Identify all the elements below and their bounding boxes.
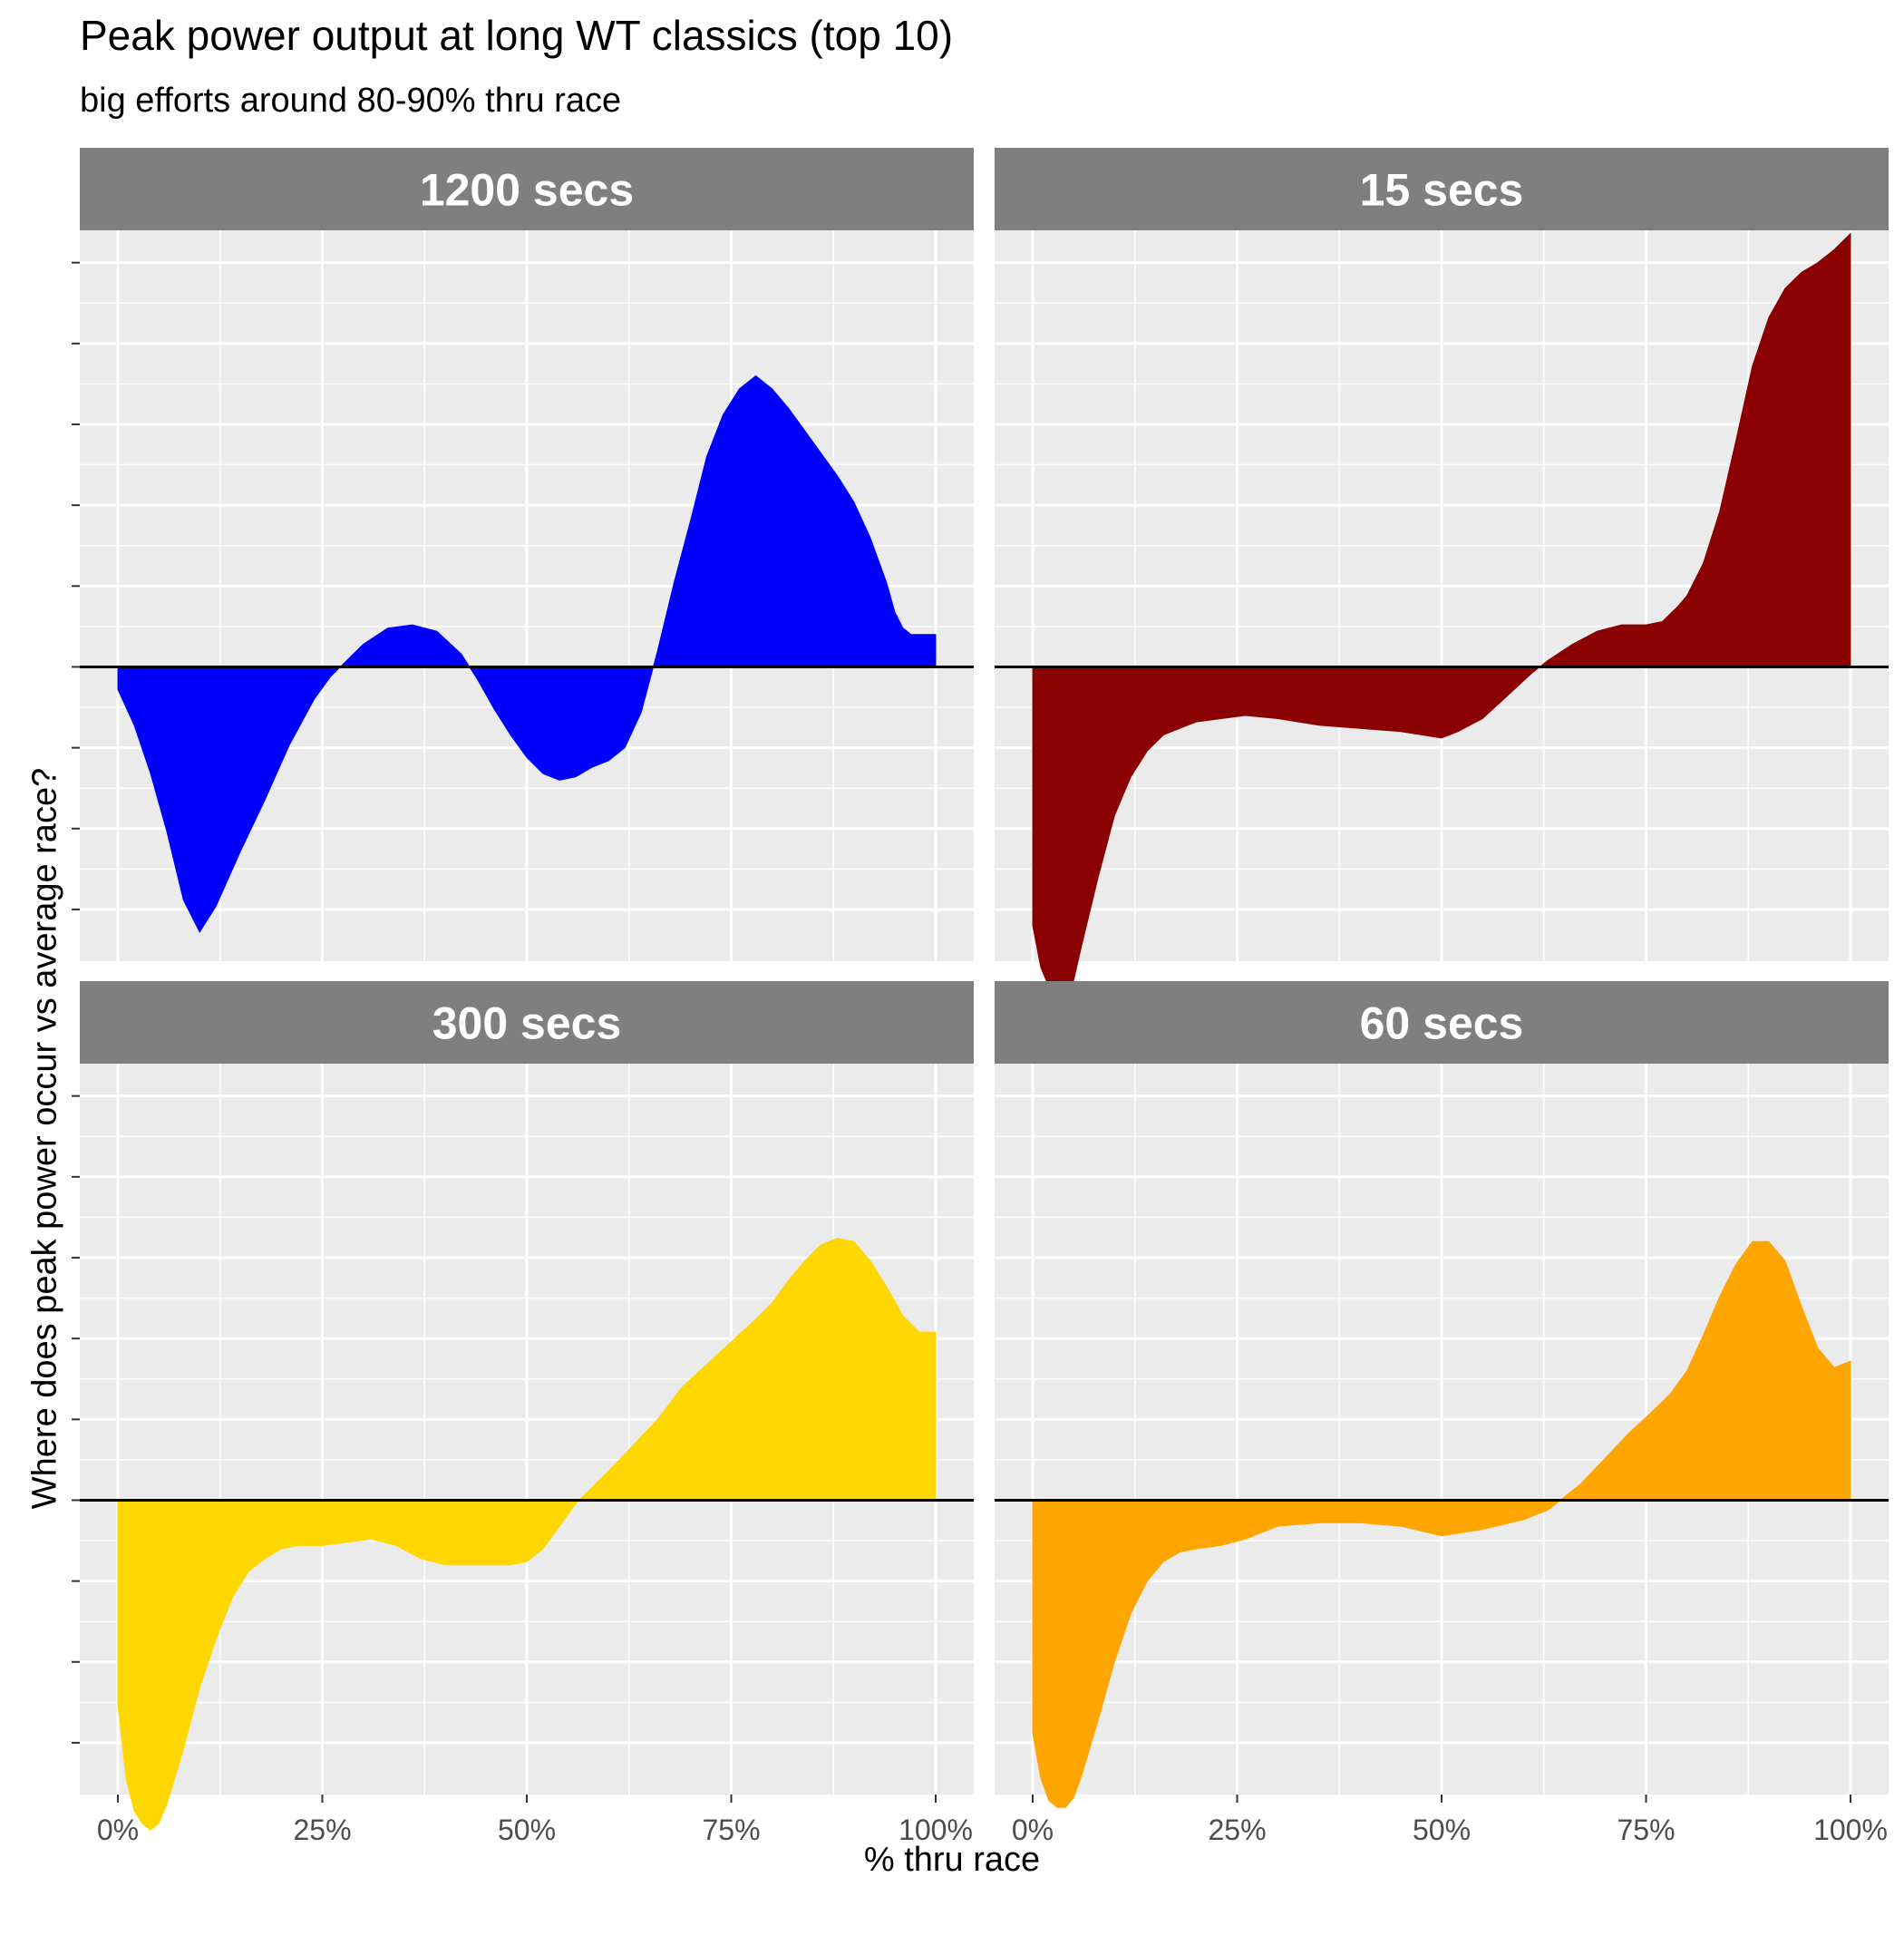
x-tick-label: 50% (1413, 1814, 1471, 1846)
x-axis-title: % thru race (863, 1841, 1041, 1879)
area-series-60-secs (1032, 1240, 1851, 1808)
facet-strip (995, 148, 1889, 230)
facet-strip (80, 148, 974, 230)
facet-strip-label: 300 secs (432, 998, 622, 1049)
facet-panel-15-secs: 15 secs (995, 148, 1889, 997)
facet-strip-label: 60 secs (1360, 998, 1524, 1049)
facet-strip-label: 1200 secs (420, 165, 634, 216)
x-tick-label: 25% (293, 1814, 351, 1846)
x-tick-label: 50% (498, 1814, 556, 1846)
chart-subtitle: big efforts around 80-90% thru race (80, 82, 622, 120)
chart-title: Peak power output at long WT classics (t… (80, 12, 954, 59)
facet-panel-60-secs: 60 secs 0% 25% 50% 75% 100% (995, 981, 1889, 1846)
facet-strip (995, 981, 1889, 1064)
facet-panel-1200-secs: 1200 secs (72, 148, 974, 961)
x-tick-label: 100% (899, 1814, 973, 1846)
x-tick-label: 25% (1208, 1814, 1266, 1846)
x-tick-label: 75% (702, 1814, 760, 1846)
facet-panel-300-secs: 300 secs 0% 25% 50% 75% 100% (72, 981, 974, 1846)
x-tick-label: 75% (1617, 1814, 1675, 1846)
x-tick-label: 0% (97, 1814, 139, 1846)
facet-strip-label: 15 secs (1360, 165, 1524, 216)
area-series-300-secs (117, 1238, 937, 1831)
facet-strip (80, 981, 974, 1064)
area-series-1200-secs (117, 374, 937, 933)
x-tick-label: 0% (1012, 1814, 1054, 1846)
area-series-15-secs (1032, 232, 1851, 997)
x-tick-label: 100% (1813, 1814, 1888, 1846)
